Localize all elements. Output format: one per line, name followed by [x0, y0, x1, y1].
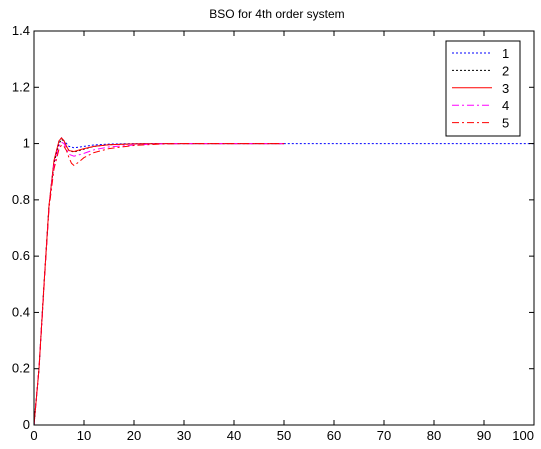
legend-box [445, 40, 521, 137]
legend-label-3: 3 [502, 81, 509, 96]
y-tick-label: 0.8 [12, 192, 30, 207]
series-line-5 [33, 143, 284, 426]
y-tick-label: 1 [23, 136, 30, 151]
x-tick-label: 40 [227, 428, 241, 443]
y-tick-label: 0.6 [12, 248, 30, 263]
x-tick-label: 90 [477, 428, 491, 443]
y-tick-label: 0 [23, 417, 30, 432]
axes-layer: 0 10 20 30 40 50 60 70 80 90 100 0 0.2 0.4 0.6 0.8 1 1.2 1… [12, 23, 535, 443]
x-tick-label: 100 [512, 428, 534, 443]
x-tick-label: 20 [127, 428, 141, 443]
legend-label-5: 5 [502, 116, 509, 131]
x-tick-label: 0 [30, 428, 37, 443]
x-tick-label: 80 [427, 428, 441, 443]
x-tick-label: 30 [177, 428, 191, 443]
y-tick-label: 0.4 [12, 304, 30, 319]
x-tick-label: 10 [77, 428, 91, 443]
chart-title: BSO for 4th order system [209, 7, 344, 21]
legend: 1 2 3 4 5 [445, 40, 521, 137]
legend-label-4: 4 [502, 98, 509, 113]
x-tick-label: 60 [327, 428, 341, 443]
legend-label-1: 1 [502, 46, 509, 61]
x-tick-label: 70 [377, 428, 391, 443]
legend-label-2: 2 [502, 63, 509, 78]
y-tick-label: 1.4 [12, 23, 30, 38]
y-tick-label: 1.2 [12, 79, 30, 94]
series-layer [33, 137, 534, 426]
x-tick-label: 50 [277, 428, 291, 443]
y-tick-label: 0.2 [12, 361, 30, 376]
